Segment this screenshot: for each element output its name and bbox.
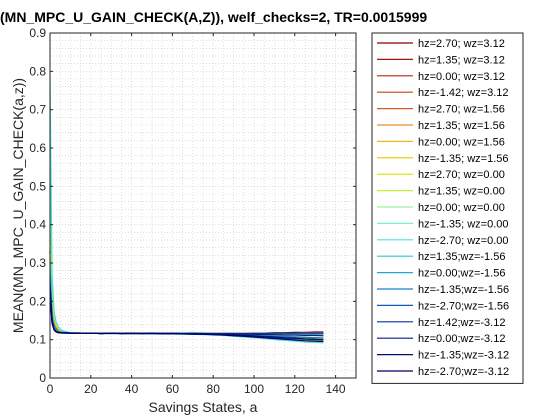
legend-label: hz=0.00; wz=3.12 [418, 71, 505, 83]
legend-label: hz=0.00;wz=-1.56 [418, 268, 505, 280]
y-tick-label: 0.5 [29, 179, 46, 193]
legend-label: hz=0.00; wz=0.00 [418, 202, 505, 214]
plot-frame [49, 32, 357, 379]
legend-label: hz=-1.42; wz=3.12 [418, 87, 509, 99]
legend-label: hz=-1.35; wz=0.00 [418, 218, 509, 230]
legend-box [371, 32, 524, 384]
legend-label: hz=-2.70; wz=0.00 [418, 235, 509, 247]
y-tick-label: 0.1 [29, 333, 46, 347]
legend-label: hz=-2.70;wz=-1.56 [418, 300, 509, 312]
legend-label: hz=-1.35; wz=1.56 [418, 153, 509, 165]
x-tick-label: 20 [84, 382, 98, 396]
y-tick-label: 0.9 [29, 26, 46, 40]
x-tick-label: 0 [47, 382, 54, 396]
legend-label: hz=-1.35;wz=-1.56 [418, 284, 509, 296]
x-tick-label: 40 [125, 382, 139, 396]
series-line [49, 293, 324, 343]
y-tick-label: 0.3 [29, 256, 46, 270]
chart-title: (MN_MPC_U_GAIN_CHECK(A,Z)), welf_checks=… [0, 9, 427, 25]
x-tick-label: 60 [166, 382, 180, 396]
legend-label: hz=1.35; wz=3.12 [418, 54, 505, 66]
axes: 0 20 40 60 80 100 120 140 0 0.1 0.2 0.3 0.4 0.5 0.6 0.7… [29, 26, 356, 396]
x-axis-label: Savings States, a [149, 399, 258, 415]
legend-label: hz=1.35;wz=-1.56 [418, 251, 505, 263]
legend-label: hz=0.00;wz=-3.12 [418, 333, 505, 345]
x-tick-label: 100 [244, 382, 264, 396]
y-tick-label: 0 [39, 371, 46, 385]
legend-label: hz=0.00; wz=1.56 [418, 136, 505, 148]
legend-label: hz=-2.70;wz=-3.12 [418, 366, 509, 378]
y-tick-label: 0.8 [29, 64, 46, 78]
legend-label: hz=2.70; wz=1.56 [418, 104, 505, 116]
series-layer [49, 71, 324, 344]
x-tick-label: 80 [207, 382, 221, 396]
x-tick-label: 140 [326, 382, 346, 396]
legend-label: hz=1.42;wz=-3.12 [418, 317, 505, 329]
x-tick-label: 120 [285, 382, 305, 396]
y-tick-label: 0.7 [29, 103, 46, 117]
grid [50, 33, 356, 378]
legend-items: hz=2.70; wz=3.12 hz=1.35; wz=3.12 hz=0.00;… [377, 38, 509, 378]
legend: hz=2.70; wz=3.12 hz=1.35; wz=3.12 hz=0.00;… [371, 32, 524, 384]
y-tick-label: 0.6 [29, 141, 46, 155]
y-axis-label: MEAN(MN_MPC_U_GAIN_CHECK(a,z)) [10, 78, 26, 333]
legend-label: hz=-1.35;wz=-3.12 [418, 350, 509, 362]
y-tick-label: 0.2 [29, 294, 46, 308]
y-tick-label: 0.4 [29, 218, 46, 232]
legend-label: hz=2.70; wz=3.12 [418, 38, 505, 50]
legend-label: hz=1.35; wz=1.56 [418, 120, 505, 132]
legend-label: hz=1.35; wz=0.00 [418, 186, 505, 198]
legend-label: hz=2.70; wz=0.00 [418, 169, 505, 181]
